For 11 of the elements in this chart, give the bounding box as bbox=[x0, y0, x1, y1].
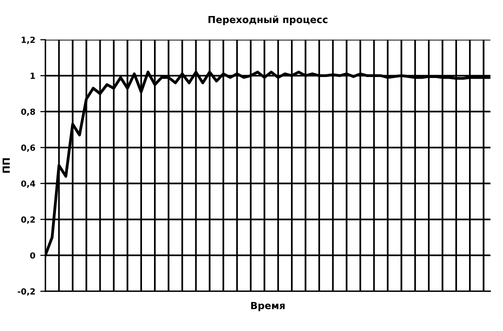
y-axis-title: ПП bbox=[2, 158, 10, 173]
y-tick-label: 0,4 bbox=[21, 180, 36, 188]
chart-title: Переходный процесс bbox=[208, 16, 328, 26]
y-tick-label: 0,8 bbox=[21, 108, 36, 116]
y-tick-label: 0 bbox=[30, 252, 36, 259]
y-tick-label: 0,6 bbox=[21, 144, 36, 152]
y-tick-label: 1,2 bbox=[22, 36, 35, 44]
y-tick-label: 0,2 bbox=[21, 216, 35, 224]
y-tick-label: 1 bbox=[30, 72, 35, 79]
x-axis-title: Время bbox=[251, 302, 285, 312]
y-tick-label: -0,2 bbox=[18, 288, 35, 296]
